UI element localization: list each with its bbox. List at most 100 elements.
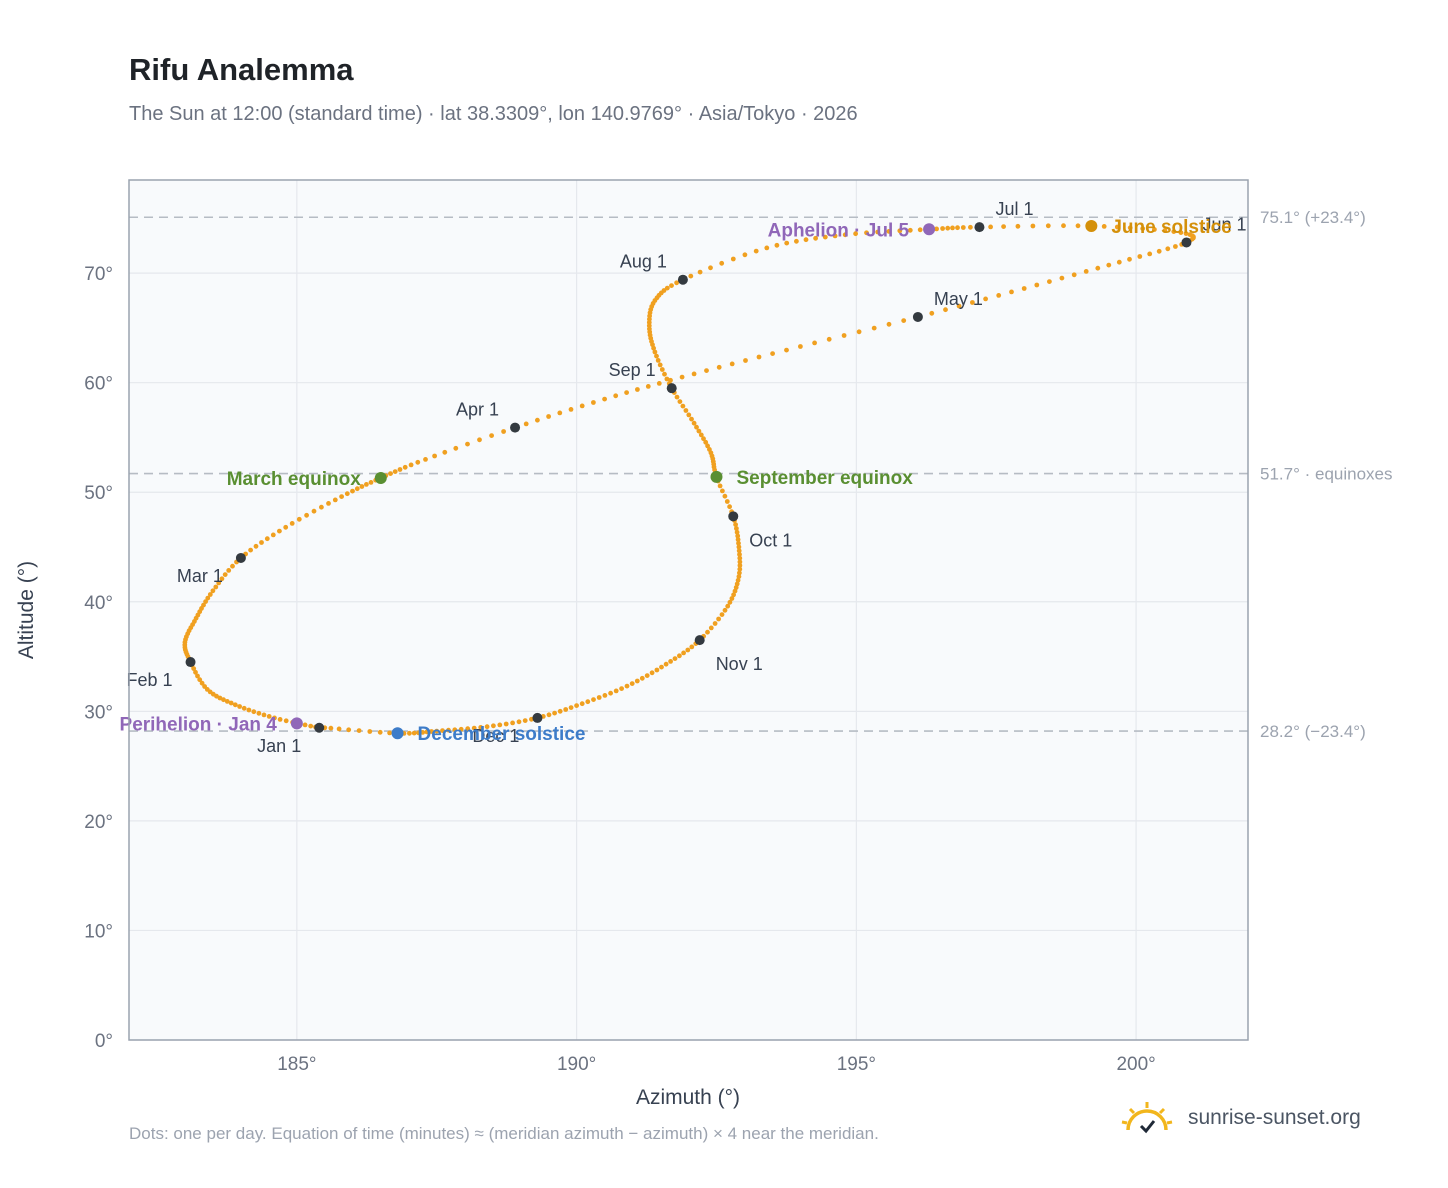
day-dot xyxy=(230,563,235,569)
day-dot xyxy=(1187,232,1193,238)
day-dot xyxy=(296,516,302,522)
day-dot xyxy=(523,421,529,427)
day-dot xyxy=(943,307,948,313)
day-dot xyxy=(1075,223,1081,229)
day-dot xyxy=(336,726,342,732)
y-tick-label: 60° xyxy=(84,374,113,395)
day-dot xyxy=(1101,224,1107,229)
event-marker xyxy=(923,223,936,236)
day-dot xyxy=(856,329,862,335)
day-dot xyxy=(501,429,506,434)
chart-title: Rifu Analemma xyxy=(129,52,354,87)
day-dot xyxy=(397,467,403,472)
day-dot xyxy=(634,678,640,684)
day-dot xyxy=(1178,230,1184,236)
day-dot xyxy=(602,396,607,402)
day-dot xyxy=(1047,279,1052,284)
brand-name[interactable]: sunrise-sunset.org xyxy=(1188,1106,1361,1129)
day-dot xyxy=(996,293,1002,298)
day-dot xyxy=(929,310,935,316)
day-dot xyxy=(668,659,673,664)
reference-line-label: 75.1° (+23.4°) xyxy=(1260,208,1366,227)
month-marker xyxy=(510,422,521,433)
day-dot xyxy=(955,225,960,231)
day-dot xyxy=(402,464,408,470)
day-dot xyxy=(304,512,309,518)
day-dot xyxy=(546,712,552,718)
day-dot xyxy=(703,439,709,445)
day-dot xyxy=(377,729,383,735)
day-dot xyxy=(753,248,759,254)
brand[interactable]: sunrise-sunset.org xyxy=(1120,1100,1361,1136)
day-dot xyxy=(1021,286,1027,291)
day-dot xyxy=(727,504,732,510)
day-dot xyxy=(302,722,308,728)
day-dot xyxy=(917,227,923,233)
day-dot xyxy=(516,719,522,725)
day-dot xyxy=(344,491,350,497)
day-dot xyxy=(736,574,742,579)
axis-ticks: 185° 190° 195° 200° 0° 10° 20° 30° 40° 50° 60° 70° xyxy=(84,264,1155,1075)
day-dot xyxy=(704,368,709,373)
day-dot xyxy=(1147,251,1153,257)
day-dot xyxy=(853,231,858,237)
month-label: Jun 1 xyxy=(1202,214,1246,234)
day-dot xyxy=(246,707,252,713)
month-marker xyxy=(185,657,196,668)
day-dot xyxy=(237,704,243,709)
day-dot xyxy=(251,709,257,715)
day-dot xyxy=(1083,269,1089,274)
date-markers: Jan 1 Feb 1 Mar 1 Apr 1 May 1 Jun 1 Jul 1 Aug 1… xyxy=(127,199,1247,756)
x-tick-label: 200° xyxy=(1116,1054,1155,1075)
day-dot xyxy=(970,300,975,305)
y-tick-label: 40° xyxy=(84,593,113,614)
day-dot xyxy=(423,457,428,462)
day-dot xyxy=(1152,227,1157,232)
day-dot xyxy=(691,420,697,426)
day-dot xyxy=(730,256,736,262)
day-dot xyxy=(742,252,748,258)
day-dot xyxy=(489,433,494,438)
day-dot xyxy=(717,483,723,489)
day-dot xyxy=(195,673,200,679)
day-dot xyxy=(712,621,718,626)
day-dot xyxy=(624,683,630,689)
day-dot xyxy=(535,417,540,423)
day-dot xyxy=(392,469,398,474)
day-dot xyxy=(988,224,993,230)
month-label: Feb 1 xyxy=(127,670,173,690)
day-dot xyxy=(364,482,369,487)
day-dot xyxy=(465,726,471,732)
day-dot xyxy=(497,722,503,728)
day-dot xyxy=(328,725,334,731)
reference-lines: 75.1° (+23.4°) 51.7° · equinoxes 28.2° (−2… xyxy=(129,208,1393,741)
day-dot xyxy=(205,595,211,601)
reference-line-label: 28.2° (−23.4°) xyxy=(1260,722,1366,741)
day-dot xyxy=(737,559,743,565)
day-dot xyxy=(563,707,569,712)
month-label: Oct 1 xyxy=(749,530,792,550)
day-dot xyxy=(458,726,464,732)
day-dot xyxy=(651,345,656,351)
month-label: Mar 1 xyxy=(177,566,223,586)
day-dot xyxy=(359,484,365,489)
y-tick-label: 70° xyxy=(84,264,113,285)
day-dot xyxy=(733,522,738,527)
day-dot xyxy=(261,712,267,718)
month-marker xyxy=(694,635,705,646)
day-dot xyxy=(210,588,216,594)
day-dot xyxy=(685,647,691,653)
y-tick-label: 50° xyxy=(84,483,113,504)
day-dot xyxy=(764,245,770,251)
day-dot xyxy=(798,344,803,349)
day-dot xyxy=(720,488,725,494)
day-dot xyxy=(1183,231,1189,237)
day-dot xyxy=(701,436,706,442)
month-label: Aug 1 xyxy=(620,252,667,272)
event-marker xyxy=(290,717,303,730)
day-dot xyxy=(696,428,702,434)
day-dot xyxy=(407,730,412,736)
day-dot xyxy=(652,349,658,355)
day-dot xyxy=(736,548,742,554)
day-dot xyxy=(350,488,355,494)
